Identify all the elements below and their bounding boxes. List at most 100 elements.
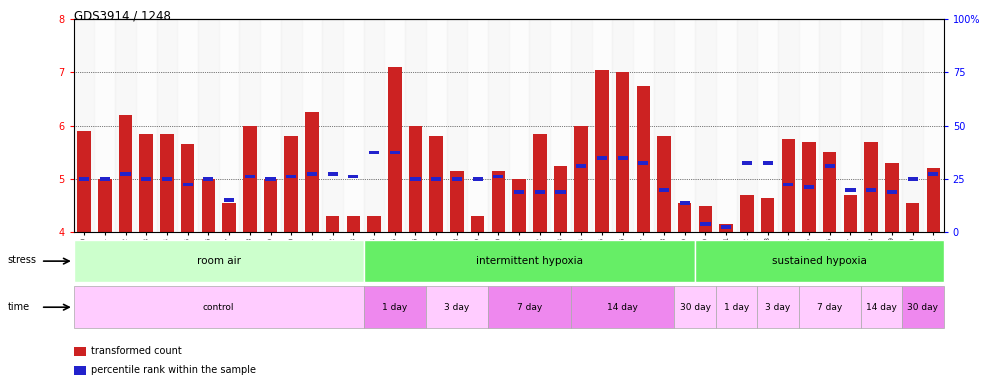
Bar: [74, 286, 364, 328]
Bar: [181, 144, 195, 232]
Bar: [327, 172, 338, 175]
Bar: [263, 179, 277, 232]
Bar: [674, 286, 716, 328]
Bar: [778, 19, 798, 232]
Bar: [286, 174, 296, 178]
Bar: [633, 19, 654, 232]
Text: 3 day: 3 day: [766, 303, 790, 312]
Bar: [322, 19, 343, 232]
Bar: [804, 185, 814, 189]
Bar: [678, 203, 691, 232]
Bar: [576, 164, 586, 167]
Bar: [716, 286, 757, 328]
Bar: [224, 199, 234, 202]
Bar: [364, 240, 695, 282]
Bar: [265, 177, 275, 181]
Bar: [654, 19, 674, 232]
Bar: [923, 19, 944, 232]
Bar: [612, 19, 633, 232]
Bar: [530, 19, 550, 232]
Bar: [162, 177, 172, 181]
Bar: [140, 134, 153, 232]
Bar: [446, 19, 467, 232]
Bar: [79, 177, 89, 181]
Bar: [658, 136, 670, 232]
Bar: [592, 19, 612, 232]
Bar: [74, 240, 364, 282]
Bar: [845, 188, 855, 192]
Text: percentile rank within the sample: percentile rank within the sample: [90, 366, 256, 376]
Text: 1 day: 1 day: [382, 303, 407, 312]
Bar: [720, 224, 733, 232]
Bar: [326, 216, 339, 232]
Bar: [450, 171, 464, 232]
Bar: [302, 19, 322, 232]
Bar: [571, 19, 592, 232]
Bar: [343, 19, 364, 232]
Bar: [369, 151, 379, 154]
Bar: [243, 126, 257, 232]
Bar: [902, 19, 923, 232]
Text: 1 day: 1 day: [723, 303, 749, 312]
Bar: [699, 206, 713, 232]
Bar: [885, 163, 898, 232]
Bar: [535, 190, 545, 194]
Bar: [347, 216, 360, 232]
Bar: [281, 19, 302, 232]
Bar: [348, 174, 359, 178]
Bar: [887, 190, 896, 194]
Bar: [467, 19, 488, 232]
Bar: [695, 19, 716, 232]
Bar: [177, 19, 198, 232]
Bar: [384, 19, 405, 232]
Bar: [574, 126, 588, 232]
Bar: [928, 172, 939, 175]
Bar: [218, 19, 240, 232]
Bar: [411, 177, 421, 181]
Text: 7 day: 7 day: [517, 303, 542, 312]
Bar: [471, 216, 485, 232]
Bar: [142, 177, 151, 181]
Bar: [183, 182, 193, 186]
Bar: [94, 19, 115, 232]
Text: control: control: [202, 303, 235, 312]
Bar: [716, 19, 736, 232]
Bar: [840, 19, 861, 232]
Bar: [156, 19, 177, 232]
Bar: [260, 19, 281, 232]
Text: room air: room air: [197, 256, 241, 266]
Text: 30 day: 30 day: [907, 303, 939, 312]
Bar: [160, 134, 174, 232]
Bar: [364, 19, 384, 232]
Text: stress: stress: [8, 255, 37, 265]
Bar: [659, 188, 669, 192]
Bar: [902, 286, 944, 328]
Bar: [798, 286, 861, 328]
Bar: [617, 156, 628, 160]
Text: 3 day: 3 day: [444, 303, 470, 312]
Text: 14 day: 14 day: [607, 303, 638, 312]
Text: GDS3914 / 1248: GDS3914 / 1248: [74, 10, 171, 23]
Bar: [695, 240, 944, 282]
Bar: [906, 203, 919, 232]
Bar: [514, 190, 524, 194]
Bar: [492, 171, 505, 232]
Bar: [74, 347, 86, 356]
Bar: [882, 19, 902, 232]
Bar: [452, 177, 462, 181]
Bar: [783, 182, 793, 186]
Bar: [763, 161, 773, 165]
Bar: [861, 286, 902, 328]
Bar: [781, 139, 795, 232]
Bar: [198, 19, 218, 232]
Bar: [493, 174, 503, 178]
Bar: [740, 195, 754, 232]
Bar: [74, 366, 86, 375]
Bar: [136, 19, 156, 232]
Bar: [864, 142, 878, 232]
Text: 30 day: 30 day: [679, 303, 711, 312]
Bar: [927, 169, 940, 232]
Bar: [550, 19, 571, 232]
Bar: [426, 286, 488, 328]
Text: transformed count: transformed count: [90, 346, 182, 356]
